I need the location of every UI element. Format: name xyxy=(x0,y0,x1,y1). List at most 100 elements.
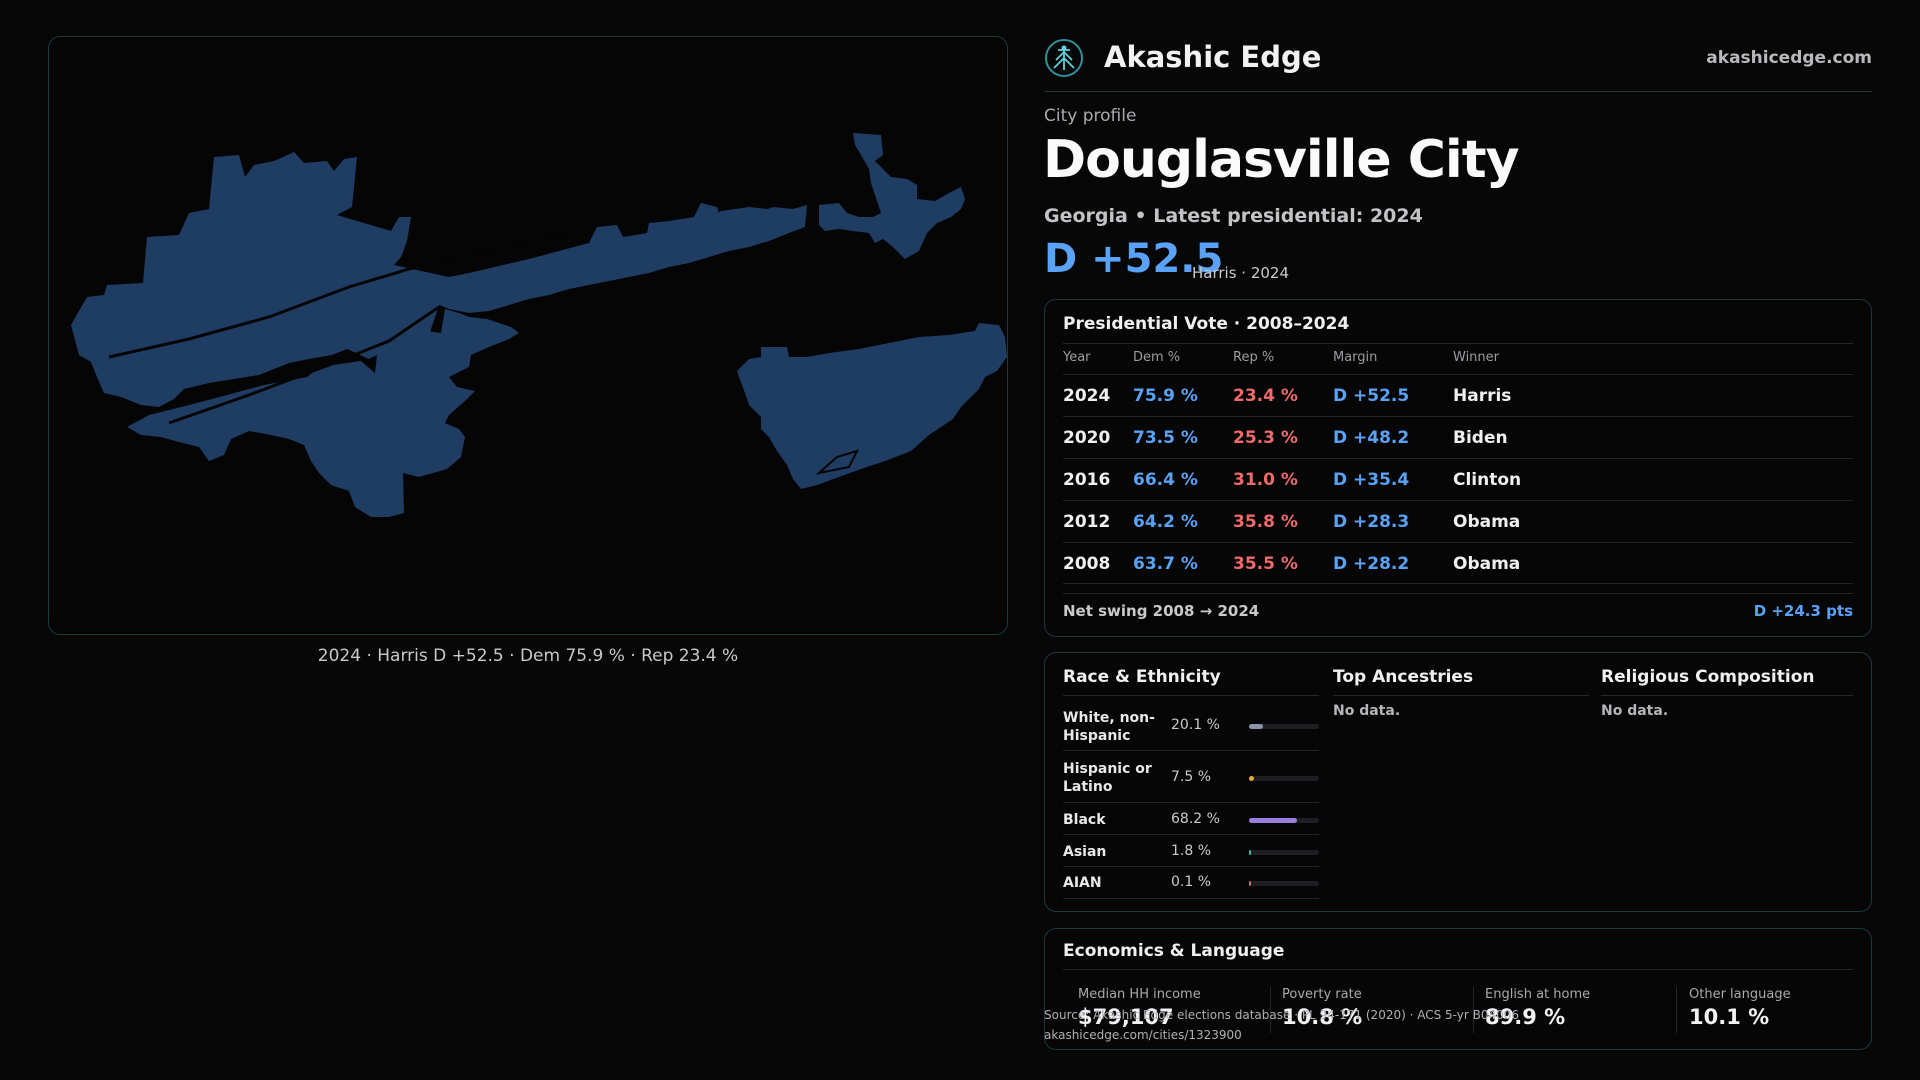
col-header-year: Year xyxy=(1063,350,1091,365)
race-label: Black xyxy=(1063,812,1106,828)
brand-header: Akashic Edge akashicedge.com xyxy=(1044,34,1872,92)
cell-year: 2016 xyxy=(1063,470,1111,490)
race-pct: 20.1 % xyxy=(1171,717,1220,733)
cell-rep: 23.4 % xyxy=(1233,386,1298,406)
race-label: AIAN xyxy=(1063,875,1102,891)
top-ancestries-title: Top Ancestries xyxy=(1333,667,1474,687)
cell-dem: 63.7 % xyxy=(1133,554,1198,574)
cell-dem: 75.9 % xyxy=(1133,386,1198,406)
map-panel[interactable] xyxy=(48,36,1008,635)
race-ethnicity-title: Race & Ethnicity xyxy=(1063,667,1221,687)
map-road-lines xyxy=(108,227,859,475)
map-shape-east xyxy=(737,323,1007,489)
profile-kicker: City profile xyxy=(1044,106,1137,126)
econ-value: $79,107 xyxy=(1078,1005,1174,1029)
divider xyxy=(1063,593,1853,594)
race-bar-track xyxy=(1249,850,1319,855)
city-precinct-shapes xyxy=(71,133,1007,517)
cell-dem: 73.5 % xyxy=(1133,428,1198,448)
ancestries-empty: No data. xyxy=(1333,703,1401,719)
source-text: Source: Akashic Edge elections database … xyxy=(1044,1008,1520,1022)
econ-label: English at home xyxy=(1485,987,1591,1002)
cell-year: 2008 xyxy=(1063,554,1111,574)
map-shape-northeast xyxy=(819,133,965,259)
race-label: Asian xyxy=(1063,844,1107,860)
source-link[interactable]: akashicedge.com/cities/1323900 xyxy=(1044,1028,1242,1042)
religion-empty: No data. xyxy=(1601,703,1669,719)
map-caption: 2024 · Harris D +52.5 · Dem 75.9 % · Rep… xyxy=(317,646,739,666)
econ-label: Median HH income xyxy=(1078,987,1201,1002)
race-bar-fill xyxy=(1249,776,1254,781)
cell-dem: 64.2 % xyxy=(1133,512,1198,532)
race-row-aian: AIAN 0.1 % xyxy=(1063,869,1319,899)
divider xyxy=(1063,343,1853,344)
source-footer: Source: Akashic Edge elections database … xyxy=(1044,1005,1519,1045)
race-bar-fill xyxy=(1249,850,1251,855)
race-label: Hispanic or Latino xyxy=(1063,761,1152,795)
col-header-dem: Dem % xyxy=(1133,350,1181,365)
race-bar-track xyxy=(1249,724,1319,729)
race-pct: 68.2 % xyxy=(1171,811,1220,827)
divider xyxy=(1601,695,1853,696)
race-bar-track xyxy=(1249,818,1319,823)
city-boundary-map[interactable] xyxy=(49,37,1008,635)
cell-margin: D +28.3 xyxy=(1333,512,1410,532)
econ-value: 10.8 % xyxy=(1282,1005,1363,1029)
race-label: White, non-Hispanic xyxy=(1063,710,1155,744)
cell-rep: 25.3 % xyxy=(1233,428,1298,448)
cell-rep: 31.0 % xyxy=(1233,470,1298,490)
race-bar-fill xyxy=(1249,724,1263,729)
cell-margin: D +52.5 xyxy=(1333,386,1410,406)
race-bar-track xyxy=(1249,776,1319,781)
cell-winner: Harris xyxy=(1453,386,1512,406)
col-header-rep: Rep % xyxy=(1233,350,1275,365)
table-row: 2008 63.7 % 35.5 % D +28.2 Obama xyxy=(1063,542,1853,584)
presidential-vote-card: Presidential Vote · 2008–2024 Year Dem %… xyxy=(1044,299,1872,637)
race-row-white: White, non-Hispanic 20.1 % xyxy=(1063,703,1319,751)
econ-value: 10.1 % xyxy=(1689,1005,1770,1029)
race-bar-fill xyxy=(1249,818,1297,823)
cell-winner: Obama xyxy=(1453,554,1521,574)
map-shape-corridor-east xyxy=(689,207,773,245)
presidential-vote-title: Presidential Vote · 2008–2024 xyxy=(1063,314,1350,334)
map-shape-west-south xyxy=(127,309,519,517)
cell-winner: Obama xyxy=(1453,512,1521,532)
cell-margin: D +48.2 xyxy=(1333,428,1410,448)
race-pct: 0.1 % xyxy=(1171,874,1212,890)
page-title: Douglasville City xyxy=(1043,130,1519,190)
divider xyxy=(1676,987,1677,1033)
cell-year: 2020 xyxy=(1063,428,1111,448)
race-pct: 7.5 % xyxy=(1171,769,1212,785)
economics-title: Economics & Language xyxy=(1063,941,1285,961)
brand-url-link[interactable]: akashicedge.com xyxy=(1706,48,1872,68)
cell-year: 2024 xyxy=(1063,386,1111,406)
econ-label: Poverty rate xyxy=(1282,987,1362,1002)
tree-of-life-icon xyxy=(1045,39,1083,77)
religious-composition-title: Religious Composition xyxy=(1601,667,1815,687)
headline-note: Harris · 2024 xyxy=(1192,264,1290,282)
cell-dem: 66.4 % xyxy=(1133,470,1198,490)
economics-language-card: Economics & Language Median HH income $7… xyxy=(1044,928,1872,1050)
table-row: 2012 64.2 % 35.8 % D +28.3 Obama xyxy=(1063,500,1853,542)
cell-margin: D +28.2 xyxy=(1333,554,1410,574)
econ-label: Other language xyxy=(1689,987,1791,1002)
demographics-card: Race & Ethnicity White, non-Hispanic 20.… xyxy=(1044,652,1872,912)
col-header-winner: Winner xyxy=(1453,350,1500,365)
divider xyxy=(1270,987,1271,1033)
race-row-asian: Asian 1.8 % xyxy=(1063,837,1319,867)
race-bar-fill xyxy=(1249,881,1251,886)
divider xyxy=(1063,969,1853,970)
table-row: 2020 73.5 % 25.3 % D +48.2 Biden xyxy=(1063,416,1853,458)
race-bar-track xyxy=(1249,881,1319,886)
cell-winner: Clinton xyxy=(1453,470,1522,490)
divider xyxy=(1063,695,1319,696)
brand-name: Akashic Edge xyxy=(1104,40,1322,74)
net-swing-label: Net swing 2008 → 2024 xyxy=(1063,602,1260,620)
headline-margin: D +52.5 xyxy=(1044,236,1224,282)
divider xyxy=(1333,695,1589,696)
race-pct: 1.8 % xyxy=(1171,843,1212,859)
cell-margin: D +35.4 xyxy=(1333,470,1410,490)
table-row: 2024 75.9 % 23.4 % D +52.5 Harris xyxy=(1063,374,1853,416)
cell-year: 2012 xyxy=(1063,512,1111,532)
cell-winner: Biden xyxy=(1453,428,1508,448)
